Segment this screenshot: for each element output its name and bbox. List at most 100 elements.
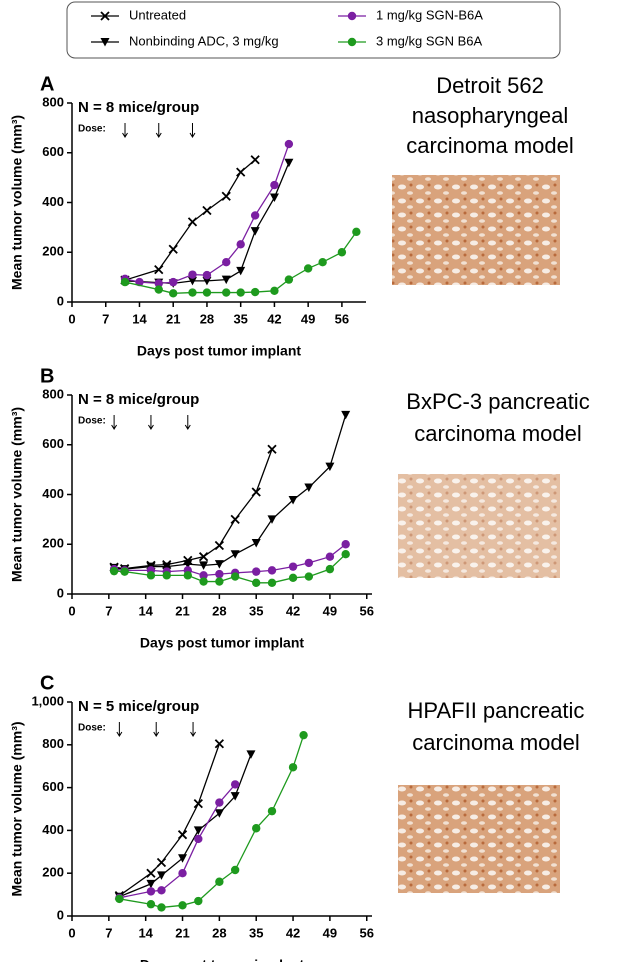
data-point [236,266,246,276]
x-tick-label: 0 [68,603,75,618]
data-point [157,903,166,912]
data-point [303,264,313,273]
data-point [251,539,261,548]
data-point [183,560,193,569]
data-point [188,270,197,279]
data-point [221,191,231,201]
data-point [221,275,231,285]
legend-marker [347,11,357,21]
data-point [157,886,166,895]
data-point [194,834,203,844]
y-tick-label: 400 [42,822,64,837]
data-point [156,857,167,868]
data-point [146,571,156,580]
data-point [318,258,327,267]
data-point [341,550,350,559]
x-tick-label: 56 [360,603,374,618]
data-point [202,270,212,280]
x-tick-label: 49 [323,925,337,940]
x-tick-label: 42 [286,925,300,940]
data-point [187,217,198,227]
data-point [146,887,156,896]
x-axis-label: Days post tumor implant [140,957,304,962]
data-point [169,277,178,287]
data-point [304,483,314,493]
data-point [178,854,188,863]
model-caption: HPAFII pancreatic [408,698,585,723]
data-point [222,288,231,297]
data-point [214,809,224,818]
data-point [299,730,308,740]
y-axis-label: Mean tumor volume (mm³) [9,721,25,896]
data-point [269,193,279,203]
x-tick-label: 7 [102,311,109,326]
x-tick-label: 49 [301,311,315,326]
data-point [236,167,246,177]
series-line [118,743,220,897]
data-point [304,572,314,581]
data-point [284,275,294,284]
x-tick-label: 35 [249,925,263,940]
panel-label: A [40,73,54,95]
data-point [199,561,209,570]
legend-label: Untreated [129,7,186,22]
x-tick-label: 42 [267,311,281,326]
x-tick-label: 35 [249,603,263,618]
data-point [162,562,172,572]
data-point [146,900,156,909]
data-point [198,552,209,562]
data-point [288,495,298,505]
y-axis-label: Mean tumor volume (mm³) [9,407,25,582]
y-tick-label: 600 [42,436,64,451]
data-point [252,578,261,588]
data-point [202,205,212,216]
data-point [194,896,203,906]
annotation: N = 8 mice/group [78,99,199,116]
data-point [202,288,212,297]
data-point [250,211,260,220]
data-point [250,155,260,165]
dose-label: Dose: [78,723,106,734]
data-point [146,868,156,878]
data-point [230,550,240,559]
y-tick-label: 400 [42,194,64,209]
y-tick-label: 0 [57,585,64,600]
legend-label: 3 mg/kg SGN B6A [376,33,483,48]
annotation: N = 5 mice/group [78,698,199,715]
x-tick-label: 56 [360,925,374,940]
tissue-image [392,175,560,285]
x-tick-label: 0 [68,925,75,940]
x-tick-label: 28 [212,925,226,940]
data-point [267,444,277,454]
data-point [252,567,261,576]
legend-label: 1 mg/kg SGN-B6A [376,7,483,22]
series-line [119,734,305,909]
y-tick-label: 1,000 [31,693,64,708]
x-tick-label: 0 [68,311,75,326]
x-tick-label: 14 [132,311,147,326]
data-point [162,571,171,580]
data-point [325,552,335,561]
data-point [169,289,178,298]
x-tick-label: 28 [200,311,214,326]
series-line [114,449,273,570]
data-point [288,763,298,772]
data-point [193,799,203,809]
x-axis-label: Days post tumor implant [140,635,304,651]
series-line [124,162,290,284]
data-point [168,244,178,254]
data-point [199,571,208,580]
data-point [120,277,130,287]
model-caption: BxPC-3 pancreatic [406,389,589,414]
data-point [215,569,224,579]
dose-arrow [184,415,191,430]
data-point [187,276,197,286]
data-point [284,139,294,149]
data-point [154,279,163,288]
data-point [230,572,240,581]
dose-arrow [153,722,160,737]
axis-line [71,103,366,303]
data-point [199,577,208,586]
y-tick-label: 200 [42,865,64,880]
data-point [284,158,294,168]
